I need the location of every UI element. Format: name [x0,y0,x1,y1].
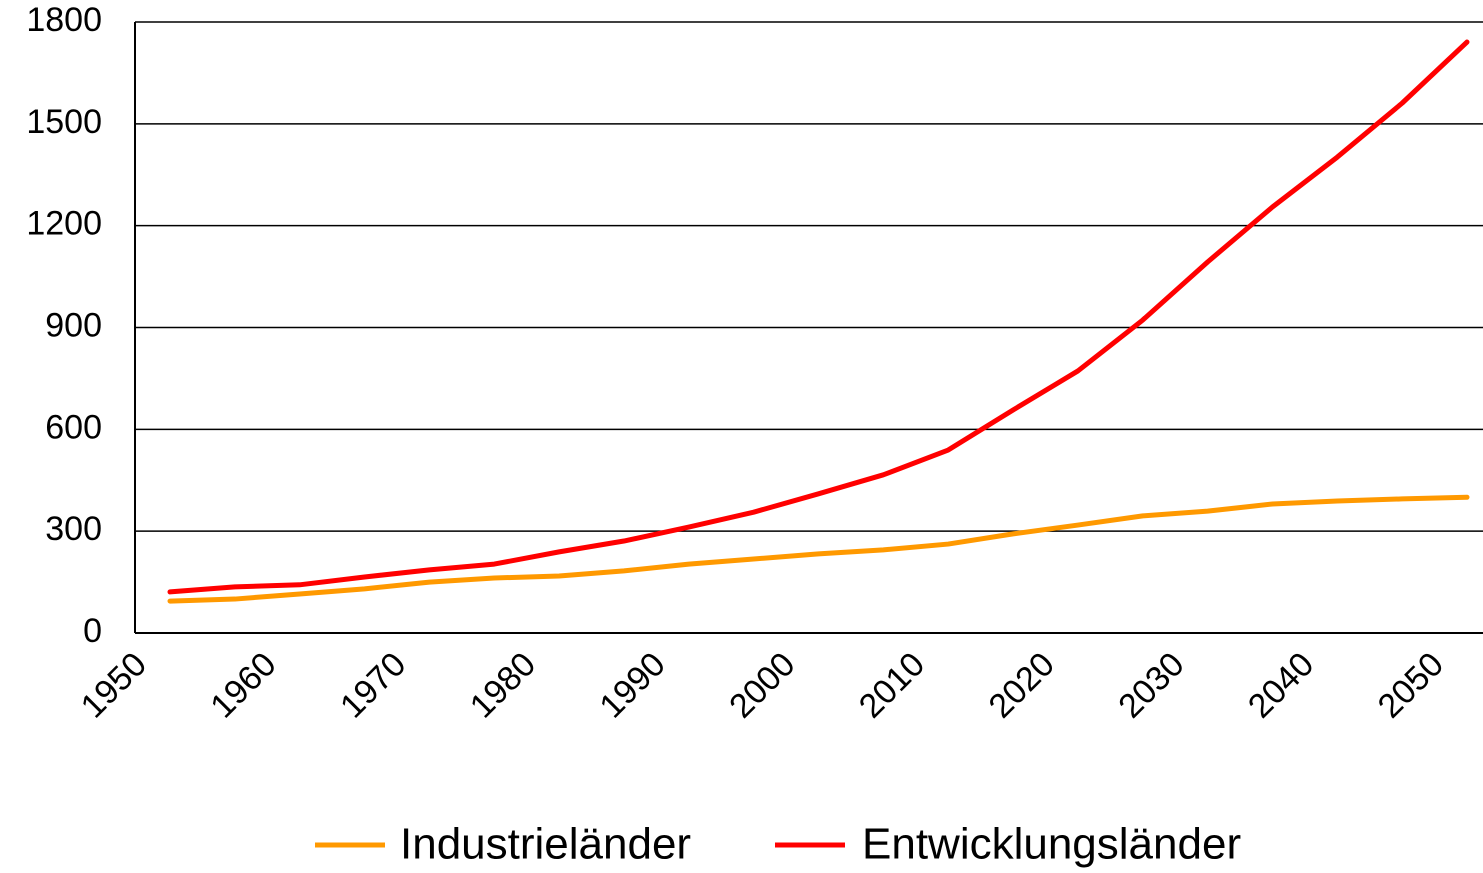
x-tick-label: 2020 [982,645,1062,725]
series-line [167,39,1470,595]
x-tick-label: 1990 [592,645,672,725]
x-tick-label: 2010 [852,645,932,725]
x-tick-label: 2040 [1241,645,1321,725]
legend-label: Industrieländer [400,820,691,869]
y-tick-label: 1500 [26,103,102,141]
y-tick-label: 600 [45,408,102,446]
y-tick-label: 1200 [26,205,102,243]
y-tick-label: 900 [45,306,102,344]
x-tick-label: 1950 [74,645,154,725]
x-tick-label: 1980 [463,645,543,725]
legend-label: Entwicklungsländer [862,820,1241,869]
x-tick-label: 2000 [722,645,802,725]
y-tick-label: 300 [45,510,102,548]
y-tick-label: 0 [83,612,102,650]
x-tick-label: 2050 [1371,645,1451,725]
x-tick-label: 1970 [333,645,413,725]
y-tick-label: 1800 [26,1,102,39]
x-tick-label: 2030 [1111,645,1191,725]
x-tick-label: 1960 [203,645,283,725]
series-line [167,494,1470,604]
